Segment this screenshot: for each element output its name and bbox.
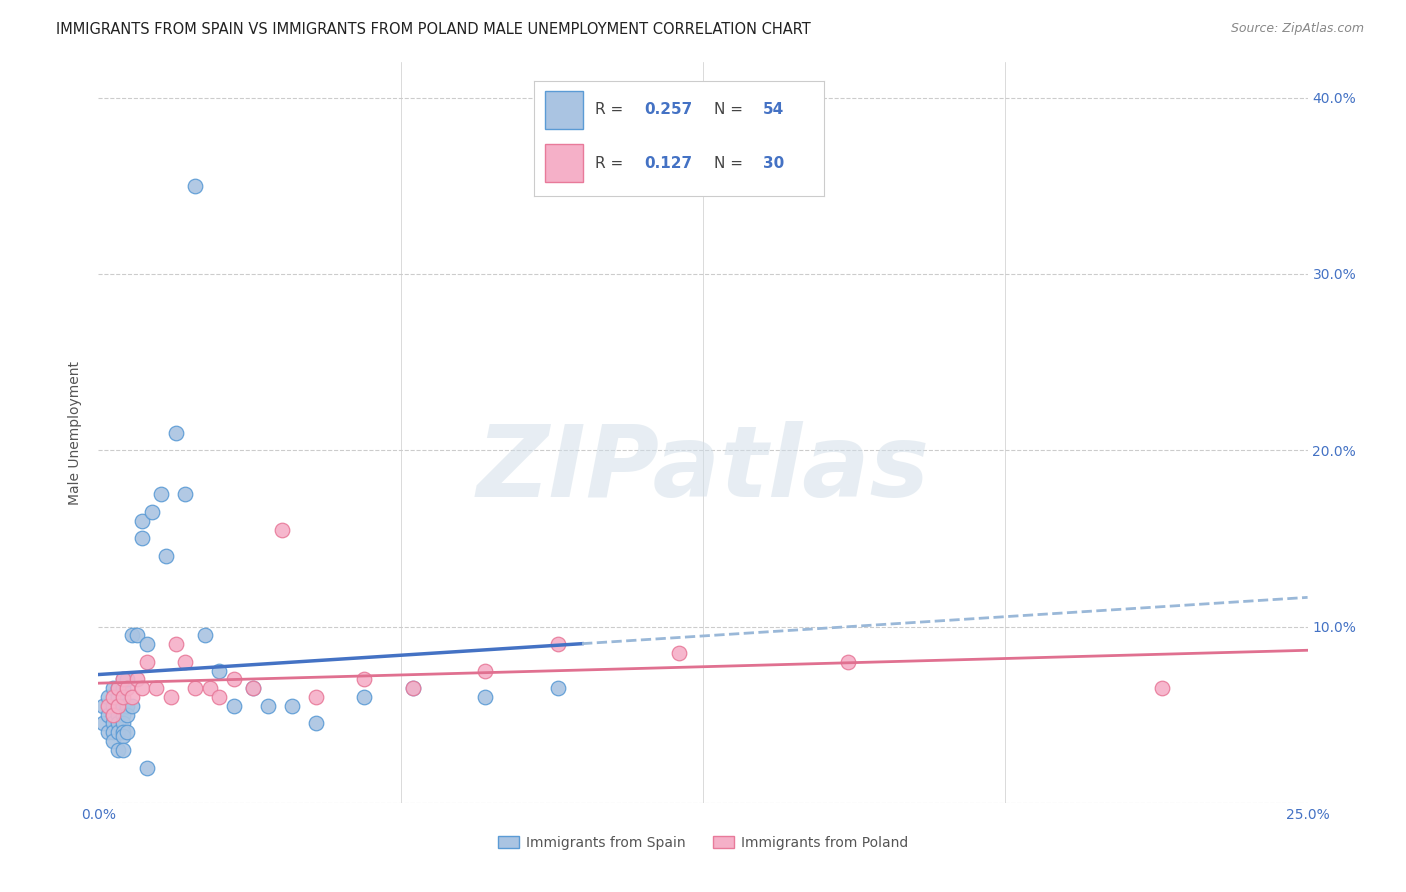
Point: [145, 681, 167, 696]
Y-axis label: Male Unemployment: Male Unemployment: [69, 360, 83, 505]
Point: [117, 673, 139, 687]
Point: [208, 690, 231, 704]
Point: [111, 707, 134, 722]
Point: [111, 673, 134, 687]
Point: [121, 628, 143, 642]
Point: [174, 487, 197, 501]
Point: [353, 690, 375, 704]
Point: [208, 664, 231, 678]
Point: [155, 549, 177, 563]
Point: [107, 698, 129, 713]
Text: IMMIGRANTS FROM SPAIN VS IMMIGRANTS FROM POLAND MALE UNEMPLOYMENT CORRELATION CH: IMMIGRANTS FROM SPAIN VS IMMIGRANTS FROM…: [56, 22, 811, 37]
Point: [165, 425, 187, 440]
Point: [111, 725, 134, 739]
Point: [101, 716, 124, 731]
Point: [668, 646, 690, 660]
Point: [131, 681, 153, 696]
Point: [305, 716, 328, 731]
Point: [131, 532, 153, 546]
Point: [107, 716, 129, 731]
Point: [271, 523, 294, 537]
Point: [107, 690, 129, 704]
Point: [107, 725, 129, 739]
Point: [101, 725, 124, 739]
Point: [1152, 681, 1174, 696]
Point: [91, 698, 114, 713]
Point: [107, 743, 129, 757]
Point: [101, 734, 124, 748]
Point: [101, 707, 124, 722]
Point: [547, 681, 569, 696]
Point: [135, 760, 157, 774]
Point: [97, 707, 120, 722]
Point: [97, 690, 120, 704]
Point: [117, 707, 139, 722]
Point: [256, 698, 278, 713]
Point: [281, 698, 304, 713]
Text: ZIPatlas: ZIPatlas: [477, 421, 929, 518]
Point: [107, 707, 129, 722]
Point: [107, 698, 129, 713]
Point: [101, 707, 124, 722]
Point: [141, 505, 163, 519]
Point: [127, 673, 149, 687]
Point: [222, 698, 245, 713]
Point: [111, 673, 134, 687]
Point: [547, 637, 569, 651]
Point: [242, 681, 264, 696]
Point: [111, 681, 134, 696]
Point: [97, 725, 120, 739]
Point: [107, 681, 129, 696]
Point: [121, 690, 143, 704]
Point: [91, 716, 114, 731]
Point: [111, 743, 134, 757]
Point: [150, 487, 173, 501]
Point: [131, 514, 153, 528]
Point: [198, 681, 221, 696]
Point: [111, 729, 134, 743]
Point: [107, 681, 129, 696]
Point: [837, 655, 859, 669]
Legend: Immigrants from Spain, Immigrants from Poland: Immigrants from Spain, Immigrants from P…: [492, 830, 914, 855]
Point: [97, 698, 120, 713]
Point: [474, 690, 496, 704]
Point: [474, 664, 496, 678]
Point: [135, 637, 157, 651]
Point: [160, 690, 183, 704]
Point: [117, 698, 139, 713]
Point: [305, 690, 328, 704]
Point: [101, 681, 124, 696]
Point: [184, 681, 207, 696]
Point: [101, 698, 124, 713]
Point: [127, 628, 149, 642]
Point: [121, 698, 143, 713]
Point: [174, 655, 197, 669]
Point: [242, 681, 264, 696]
Point: [165, 637, 187, 651]
Point: [111, 698, 134, 713]
Point: [222, 673, 245, 687]
Point: [117, 725, 139, 739]
Point: [353, 673, 375, 687]
Point: [184, 178, 207, 193]
Point: [135, 655, 157, 669]
Point: [194, 628, 217, 642]
Point: [402, 681, 425, 696]
Point: [111, 716, 134, 731]
Point: [117, 681, 139, 696]
Point: [402, 681, 425, 696]
Point: [111, 690, 134, 704]
Point: [101, 690, 124, 704]
Text: Source: ZipAtlas.com: Source: ZipAtlas.com: [1230, 22, 1364, 36]
